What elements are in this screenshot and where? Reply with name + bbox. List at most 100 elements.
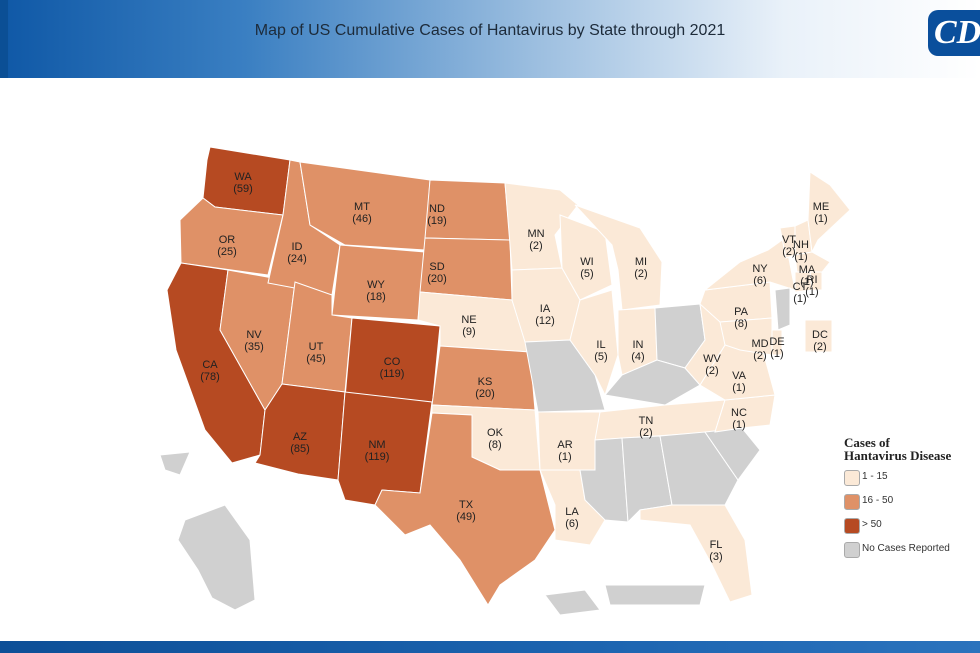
state-count-me: (1) <box>814 213 827 225</box>
state-count-az: (85) <box>290 443 310 455</box>
state-abbr-nm: NM <box>368 439 385 451</box>
state-dc[interactable] <box>804 319 833 353</box>
state-abbr-sd: SD <box>429 261 444 273</box>
legend-item-high: > 50 <box>838 516 978 534</box>
state-count-or: (25) <box>217 246 237 258</box>
state-count-dc: (2) <box>813 341 826 353</box>
state-count-nv: (35) <box>244 341 264 353</box>
state-count-sd: (20) <box>427 273 447 285</box>
state-abbr-az: AZ <box>293 431 307 443</box>
state-or[interactable] <box>179 197 284 276</box>
state-abbr-co: CO <box>384 356 401 368</box>
state-abbr-de: DE <box>769 336 784 348</box>
state-count-md: (2) <box>753 350 766 362</box>
state-nj[interactable] <box>774 287 791 331</box>
state-abbr-va: VA <box>732 370 747 382</box>
header-banner: Map of US Cumulative Cases of Hantavirus… <box>0 0 980 78</box>
state-count-nh: (1) <box>794 251 807 263</box>
legend-label-mid: 16 - 50 <box>862 495 894 506</box>
legend-swatch-low <box>844 470 860 486</box>
state-abbr-nh: NH <box>793 239 809 251</box>
state-count-wy: (18) <box>366 291 386 303</box>
state-abbr-nc: NC <box>731 407 747 419</box>
banner-edge <box>0 0 8 78</box>
state-abbr-ut: UT <box>309 341 324 353</box>
state-count-fl: (3) <box>709 551 722 563</box>
state-md[interactable] <box>719 317 773 356</box>
state-count-va: (1) <box>732 382 745 394</box>
state-abbr-ca: CA <box>202 359 218 371</box>
state-hi[interactable] <box>544 589 601 616</box>
state-abbr-ct: CT <box>793 281 808 293</box>
state-abbr-nd: ND <box>429 203 445 215</box>
state-abbr-tn: TN <box>639 415 654 427</box>
legend-label-high: > 50 <box>862 519 882 530</box>
state-tx[interactable] <box>374 412 556 606</box>
state-count-ma: (1) <box>800 276 813 288</box>
state-abbr-il: IL <box>596 339 605 351</box>
state-abbr-md: MD <box>751 338 768 350</box>
state-abbr-wy: WY <box>367 279 385 291</box>
state-pa[interactable] <box>699 281 773 323</box>
state-abbr-mi: MI <box>635 256 647 268</box>
legend-swatch-mid <box>844 494 860 510</box>
legend: Cases of Hantavirus Disease 1 - 15 16 - … <box>838 436 978 558</box>
state-mt[interactable] <box>299 161 431 251</box>
state-count-mt: (46) <box>352 213 372 225</box>
state-mi[interactable] <box>574 204 663 311</box>
state-count-de: (1) <box>770 348 783 360</box>
footer-bar <box>0 641 980 653</box>
state-abbr-pa: PA <box>734 306 749 318</box>
state-abbr-ia: IA <box>540 303 551 315</box>
legend-title-line1: Cases of <box>844 435 890 450</box>
state-nc[interactable] <box>714 394 776 433</box>
state-mo[interactable] <box>524 339 606 413</box>
alaska-island[interactable] <box>159 451 191 476</box>
legend-swatch-high <box>844 518 860 534</box>
legend-item-low: 1 - 15 <box>838 468 978 486</box>
state-count-la: (6) <box>565 518 578 530</box>
map-title: Map of US Cumulative Cases of Hantavirus… <box>254 22 726 39</box>
state-count-il: (5) <box>594 351 607 363</box>
state-abbr-ks: KS <box>478 376 493 388</box>
state-ma[interactable] <box>794 251 831 273</box>
legend-label-low: 1 - 15 <box>862 471 888 482</box>
state-count-wv: (2) <box>705 365 718 377</box>
state-ak[interactable] <box>177 504 256 611</box>
state-count-co: (119) <box>380 368 405 380</box>
state-count-ok: (8) <box>488 439 501 451</box>
legend-item-mid: 16 - 50 <box>838 492 978 510</box>
state-abbr-wa: WA <box>234 171 252 183</box>
state-count-ia: (12) <box>535 315 555 327</box>
state-fl[interactable] <box>639 504 753 603</box>
legend-label-none: No Cases Reported <box>862 543 950 554</box>
legend-swatch-none <box>844 542 860 558</box>
state-abbr-dc: DC <box>812 329 828 341</box>
state-count-ct: (1) <box>793 293 806 305</box>
state-count-ca: (78) <box>200 371 220 383</box>
hawaii-island[interactable] <box>604 584 706 606</box>
state-count-ny: (6) <box>753 275 766 287</box>
state-abbr-id: ID <box>292 241 303 253</box>
legend-title-line2: Hantavirus Disease <box>844 448 952 463</box>
state-count-in: (4) <box>631 351 644 363</box>
state-abbr-ok: OK <box>487 427 504 439</box>
state-count-mn: (2) <box>529 240 542 252</box>
state-ga[interactable] <box>659 431 739 506</box>
state-abbr-ri: RI <box>807 274 818 286</box>
state-abbr-tx: TX <box>459 499 474 511</box>
state-abbr-mt: MT <box>354 201 370 213</box>
state-abbr-in: IN <box>633 339 644 351</box>
state-abbr-fl: FL <box>710 539 723 551</box>
state-abbr-nv: NV <box>246 329 262 341</box>
state-abbr-la: LA <box>565 506 579 518</box>
state-ct[interactable] <box>794 271 813 293</box>
state-abbr-vt: VT <box>782 234 796 246</box>
state-count-nd: (19) <box>427 215 447 227</box>
state-count-vt: (2) <box>782 246 795 258</box>
state-count-ne: (9) <box>462 326 475 338</box>
state-count-ks: (20) <box>475 388 495 400</box>
state-count-ri: (1) <box>805 286 818 298</box>
state-abbr-wv: WV <box>703 353 721 365</box>
